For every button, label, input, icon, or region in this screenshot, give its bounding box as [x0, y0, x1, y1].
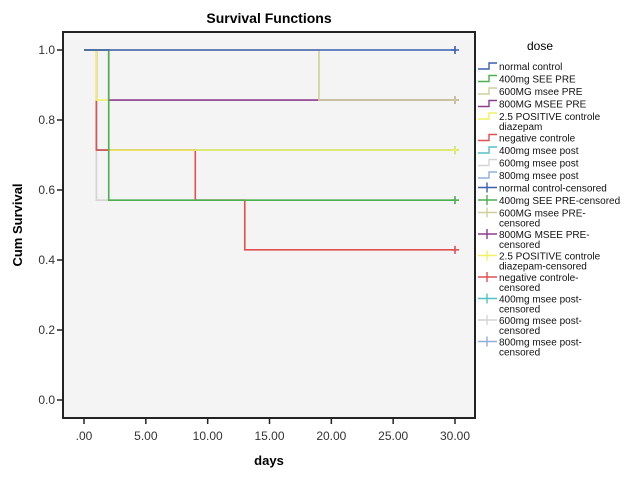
legend-label: 2.5 POSITIVE controle	[499, 112, 601, 123]
legend-label: normal control-censored	[499, 184, 607, 195]
x-tick-label: 20.00	[316, 429, 346, 443]
x-tick-label: .00	[76, 429, 93, 443]
legend-swatch-step	[478, 62, 497, 70]
legend-label: 800mg msee post-	[499, 338, 582, 349]
legend-swatch-censor	[478, 272, 497, 282]
legend-swatch-step	[478, 74, 497, 83]
legend-label: diazepam	[499, 122, 542, 133]
legend-swatch-censor	[478, 315, 497, 325]
x-tick-label: 5.00	[134, 429, 158, 443]
y-tick-label: 0.8	[38, 113, 55, 127]
x-tick-label: 25.00	[378, 429, 408, 443]
censor-mark	[451, 196, 459, 205]
censor-mark	[451, 96, 459, 105]
legend-label: 2.5 POSITIVE controle	[499, 252, 601, 263]
legend-label: 400mg SEE PRE	[499, 75, 576, 86]
y-tick-label: 0.6	[38, 183, 55, 197]
censor-mark	[451, 146, 459, 155]
legend-label: 600MG msee PRE	[499, 87, 583, 98]
legend-label: 600MG msee PRE-	[499, 209, 586, 220]
censor-mark	[451, 245, 459, 254]
legend-label: 600mg msee post	[499, 159, 579, 170]
y-tick-label: 1.0	[38, 43, 55, 57]
legend-label: 400mg msee post-	[499, 295, 582, 306]
legend-swatch-step	[478, 171, 497, 179]
legend-swatch-step	[478, 112, 497, 120]
x-tick-label: 15.00	[254, 429, 284, 443]
legend-swatch-censor	[478, 229, 497, 239]
legend-label: censored	[499, 326, 540, 337]
legend-swatch-step	[478, 146, 497, 154]
legend-label: censored	[499, 219, 540, 230]
legend-label: 800MG MSEE PRE-	[499, 230, 590, 241]
y-axis-label: Cum Survival	[10, 183, 25, 266]
plot-area	[62, 31, 476, 419]
legend-swatch-step	[478, 158, 497, 167]
legend-swatch-censor	[478, 182, 497, 193]
x-tick-label: 10.00	[193, 429, 223, 443]
legend-label: censored	[499, 240, 540, 251]
legend-label: normal control	[499, 62, 562, 73]
legend-swatch-step	[478, 99, 497, 108]
y-tick-label: 0.4	[38, 253, 55, 267]
x-axis-label: days	[254, 453, 284, 468]
legend-label: negative controle	[499, 134, 576, 145]
chart-title: Survival Functions	[206, 10, 331, 26]
legend-swatch-step	[478, 87, 497, 95]
y-tick-label: 0.0	[38, 393, 55, 407]
legend-swatch-censor	[478, 293, 497, 304]
x-tick-label: 30.00	[440, 429, 470, 443]
legend-swatch-censor	[478, 207, 497, 218]
censor-mark	[451, 46, 459, 54]
legend-label: censored	[499, 348, 540, 359]
legend-label: 800mg msee post	[499, 171, 579, 182]
y-tick-label: 0.2	[38, 323, 55, 337]
legend-label: censored	[499, 283, 540, 294]
legend-label: 400mg msee post	[499, 146, 579, 157]
legend-title: dose	[527, 39, 553, 53]
legend-swatch-censor	[478, 195, 497, 205]
legend-swatch-step	[478, 133, 497, 142]
legend-label: 800MG MSEE PRE	[499, 100, 587, 111]
legend-label: censored	[499, 305, 540, 316]
legend-label: negative controle-	[499, 273, 579, 284]
legend-swatch-censor	[478, 336, 497, 347]
legend-label: 400mg SEE PRE-censored	[499, 196, 620, 207]
legend-label: 600mg msee post-	[499, 316, 582, 327]
legend-swatch-censor	[478, 250, 497, 261]
legend-label: diazepam-censored	[499, 262, 587, 273]
